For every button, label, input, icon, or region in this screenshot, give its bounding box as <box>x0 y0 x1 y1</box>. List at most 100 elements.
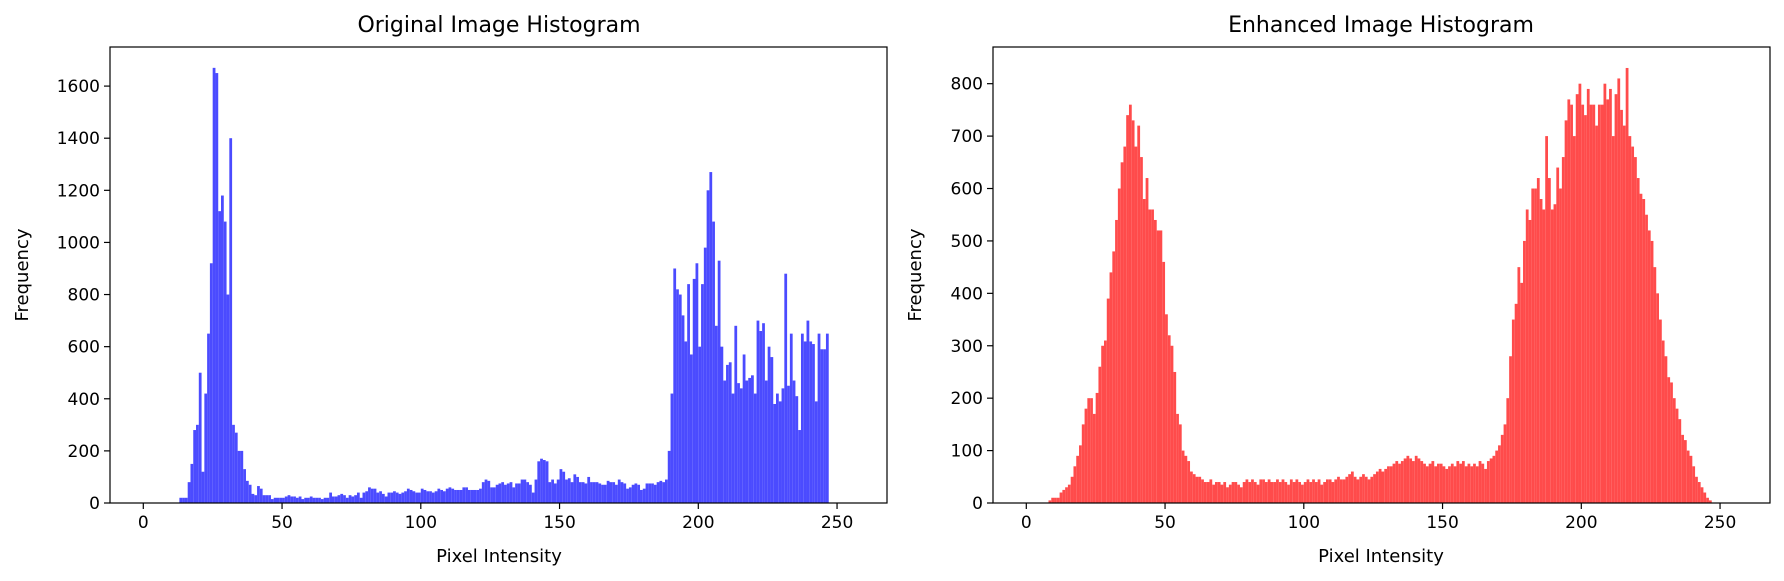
enhanced-histogram-bar <box>1659 319 1662 503</box>
enhanced-histogram-bar <box>1259 479 1263 503</box>
enhanced-histogram-bar <box>1634 157 1637 503</box>
enhanced-histogram-bar <box>1589 104 1593 503</box>
enhanced-histogram-bar <box>1584 115 1587 503</box>
original-histogram-bar <box>648 483 652 503</box>
enhanced-histogram-bar <box>1570 104 1573 503</box>
enhanced-histogram-bar <box>1498 445 1501 503</box>
enhanced-histogram-bar <box>1215 482 1218 503</box>
original-histogram-bar <box>703 247 707 503</box>
original-histogram-bar <box>640 489 643 503</box>
enhanced-histogram-bar <box>1334 479 1338 503</box>
original-histogram-bar <box>362 492 366 503</box>
original-histogram-bar <box>479 488 482 503</box>
enhanced-histogram-bar <box>1703 492 1707 503</box>
original-histogram-bar <box>770 357 774 503</box>
original-histogram-xtick-label: 50 <box>271 513 293 533</box>
original-histogram-bar <box>712 221 715 503</box>
original-histogram-bar <box>431 492 435 503</box>
enhanced-histogram-bar <box>1123 146 1127 503</box>
original-histogram-bar <box>592 482 596 503</box>
original-histogram-bar <box>226 294 230 503</box>
enhanced-histogram-bar <box>1389 466 1393 503</box>
enhanced-histogram-bar <box>1683 440 1687 503</box>
enhanced-histogram-bar <box>1642 199 1646 503</box>
enhanced-histogram-bar <box>1539 199 1543 503</box>
original-histogram-bar <box>234 432 238 503</box>
original-histogram-bar <box>301 499 305 503</box>
enhanced-histogram-bar <box>1564 120 1568 503</box>
original-histogram-bar <box>814 401 818 503</box>
original-histogram-bar <box>232 424 235 503</box>
enhanced-histogram-bar <box>1359 476 1363 503</box>
enhanced-histogram-bar <box>1603 83 1607 503</box>
enhanced-histogram-bar <box>1628 136 1632 503</box>
enhanced-histogram-bar <box>1467 463 1471 503</box>
original-histogram-bar <box>598 483 602 503</box>
enhanced-histogram-bar <box>1209 479 1213 503</box>
original-histogram-ytick-label: 400 <box>68 390 100 410</box>
original-histogram-bar <box>312 497 316 503</box>
original-histogram-bar <box>642 488 646 503</box>
original-histogram-ytick-label: 200 <box>68 442 100 462</box>
original-histogram-bar <box>481 482 485 503</box>
original-histogram-bar <box>490 487 493 503</box>
enhanced-histogram-bar <box>1542 209 1546 504</box>
original-histogram-bar <box>470 489 474 503</box>
enhanced-histogram-bar <box>1062 489 1066 503</box>
enhanced-histogram-bar <box>1484 468 1487 503</box>
original-histogram-bar <box>789 333 793 503</box>
original-histogram-bar <box>817 333 821 503</box>
original-histogram-bar <box>415 492 419 503</box>
enhanced-histogram-bar <box>1148 209 1152 504</box>
original-histogram-bar <box>259 488 263 503</box>
enhanced-histogram-bar <box>1609 88 1612 504</box>
original-histogram-bar <box>498 483 502 503</box>
enhanced-histogram-bar <box>1217 482 1221 503</box>
original-histogram-bar <box>520 479 524 503</box>
original-histogram-bar <box>615 484 618 503</box>
original-histogram-bar <box>245 480 249 503</box>
enhanced-histogram-bar <box>1375 471 1379 503</box>
original-histogram-bar <box>240 450 244 503</box>
enhanced-histogram-bar <box>1636 178 1640 503</box>
original-histogram-bar <box>562 471 566 503</box>
enhanced-histogram-bar <box>1187 461 1191 503</box>
enhanced-histogram-bar <box>1650 240 1654 503</box>
original-histogram-bar <box>298 496 302 503</box>
original-histogram-bar <box>265 495 269 503</box>
original-histogram-bar <box>326 497 330 503</box>
enhanced-histogram-bar <box>1486 461 1490 503</box>
original-histogram-bar <box>434 491 438 503</box>
enhanced-histogram-bar <box>1067 484 1071 503</box>
original-histogram-title: Original Image Histogram <box>357 13 640 38</box>
original-histogram-bar <box>756 320 760 503</box>
enhanced-histogram-bar <box>1400 461 1404 503</box>
enhanced-histogram-bar <box>1387 466 1390 503</box>
original-histogram-bar <box>798 430 801 503</box>
original-histogram-bar <box>412 491 416 503</box>
enhanced-histogram-bar <box>1073 466 1077 503</box>
enhanced-histogram-bar <box>1425 466 1429 503</box>
enhanced-histogram-bar <box>1356 479 1360 503</box>
original-histogram-bar <box>720 346 724 503</box>
original-histogram-bar <box>437 488 441 503</box>
enhanced-histogram-bar <box>1525 209 1529 504</box>
enhanced-histogram-bar <box>1428 463 1432 503</box>
original-histogram-xtick-label: 250 <box>821 513 853 533</box>
original-histogram-bar <box>445 488 449 503</box>
original-histogram-bar <box>368 487 371 503</box>
original-histogram-xtick-label: 200 <box>682 513 714 533</box>
enhanced-histogram-bar <box>1670 382 1673 503</box>
original-histogram-bar <box>329 492 332 503</box>
original-histogram-ytick-label: 1600 <box>57 77 100 97</box>
enhanced-histogram-bar <box>1572 136 1576 503</box>
original-histogram-bar <box>537 461 541 503</box>
original-histogram-bar <box>806 320 810 503</box>
original-histogram-bar <box>221 195 224 503</box>
enhanced-histogram-bars <box>1048 67 1712 504</box>
enhanced-histogram-bar <box>1442 466 1446 503</box>
original-histogram-bar <box>731 393 735 503</box>
enhanced-histogram-bar <box>1231 482 1235 503</box>
enhanced-histogram-bar <box>1517 267 1521 503</box>
enhanced-histogram-bar <box>1395 461 1399 503</box>
